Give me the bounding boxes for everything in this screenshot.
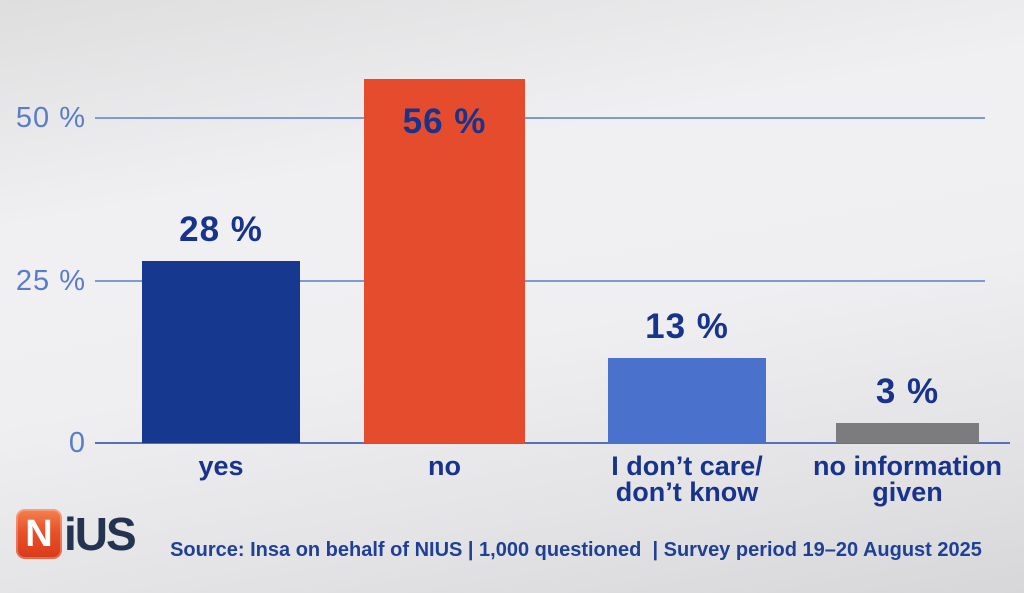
value-label-no: 56 % [402,102,487,141]
x-axis-baseline [95,442,1010,444]
gridline-25 [95,279,985,282]
source-note: Source: Insa on behalf of NIUS | 1,000 q… [170,539,982,561]
category-label-yes: yes [198,451,244,481]
gridline-50 [95,117,985,119]
nius-logo: N iUS [16,507,137,561]
bar-no [364,79,525,443]
nius-logo-badge: N [16,509,62,559]
bar-i-don-t-care [608,358,766,443]
ytick-label-25: 25 % [15,264,86,297]
bar-yes [142,261,300,443]
nius-logo-wordmark: iUS [64,508,137,560]
value-label-i-don-t-care: 13 % [645,307,729,346]
value-label-yes: 28 % [179,210,263,249]
category-label-i-don-t-care: I don’t care/ don’t know [611,451,763,507]
ytick-label-0: 0 [68,427,86,459]
ytick-label-50: 50 % [15,102,86,134]
bar-no-information [836,423,979,443]
category-label-no: no [428,451,461,481]
value-label-no-information: 3 % [875,372,940,411]
nius-logo-letter: N [25,512,53,555]
category-label-no-information: no information given [813,451,1002,507]
